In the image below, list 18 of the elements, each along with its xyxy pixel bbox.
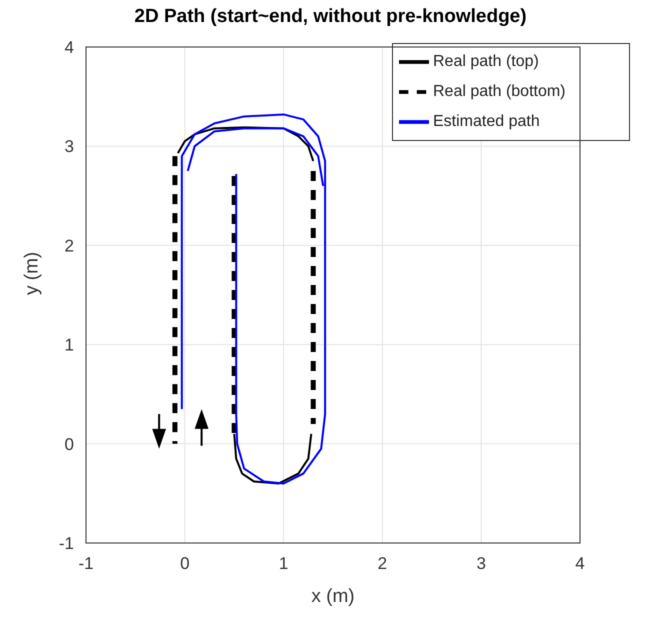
y-axis-title: y (m) <box>22 252 43 295</box>
x-tick-label: 2 <box>378 554 388 574</box>
y-tick-label: 4 <box>64 38 74 58</box>
x-tick-label: 1 <box>278 554 288 574</box>
x-axis-title: x (m) <box>311 586 355 607</box>
y-tick-label: 0 <box>64 434 74 454</box>
chart-title: 2D Path (start~end, without pre-knowledge) <box>133 6 528 28</box>
x-tick-label: 3 <box>476 554 486 574</box>
legend-label: Estimated path <box>433 113 540 130</box>
y-tick-label: -1 <box>58 534 74 554</box>
x-tick-label: 0 <box>180 554 190 574</box>
legend-label: Real path (bottom) <box>433 83 566 100</box>
x-tick-label: -1 <box>78 554 94 574</box>
y-tick-label: 3 <box>64 137 74 156</box>
y-tick-label: 1 <box>64 336 74 355</box>
legend-label: Real path (top) <box>433 53 539 70</box>
y-tick-label: 2 <box>64 236 74 256</box>
x-tick-label: 4 <box>575 554 585 574</box>
